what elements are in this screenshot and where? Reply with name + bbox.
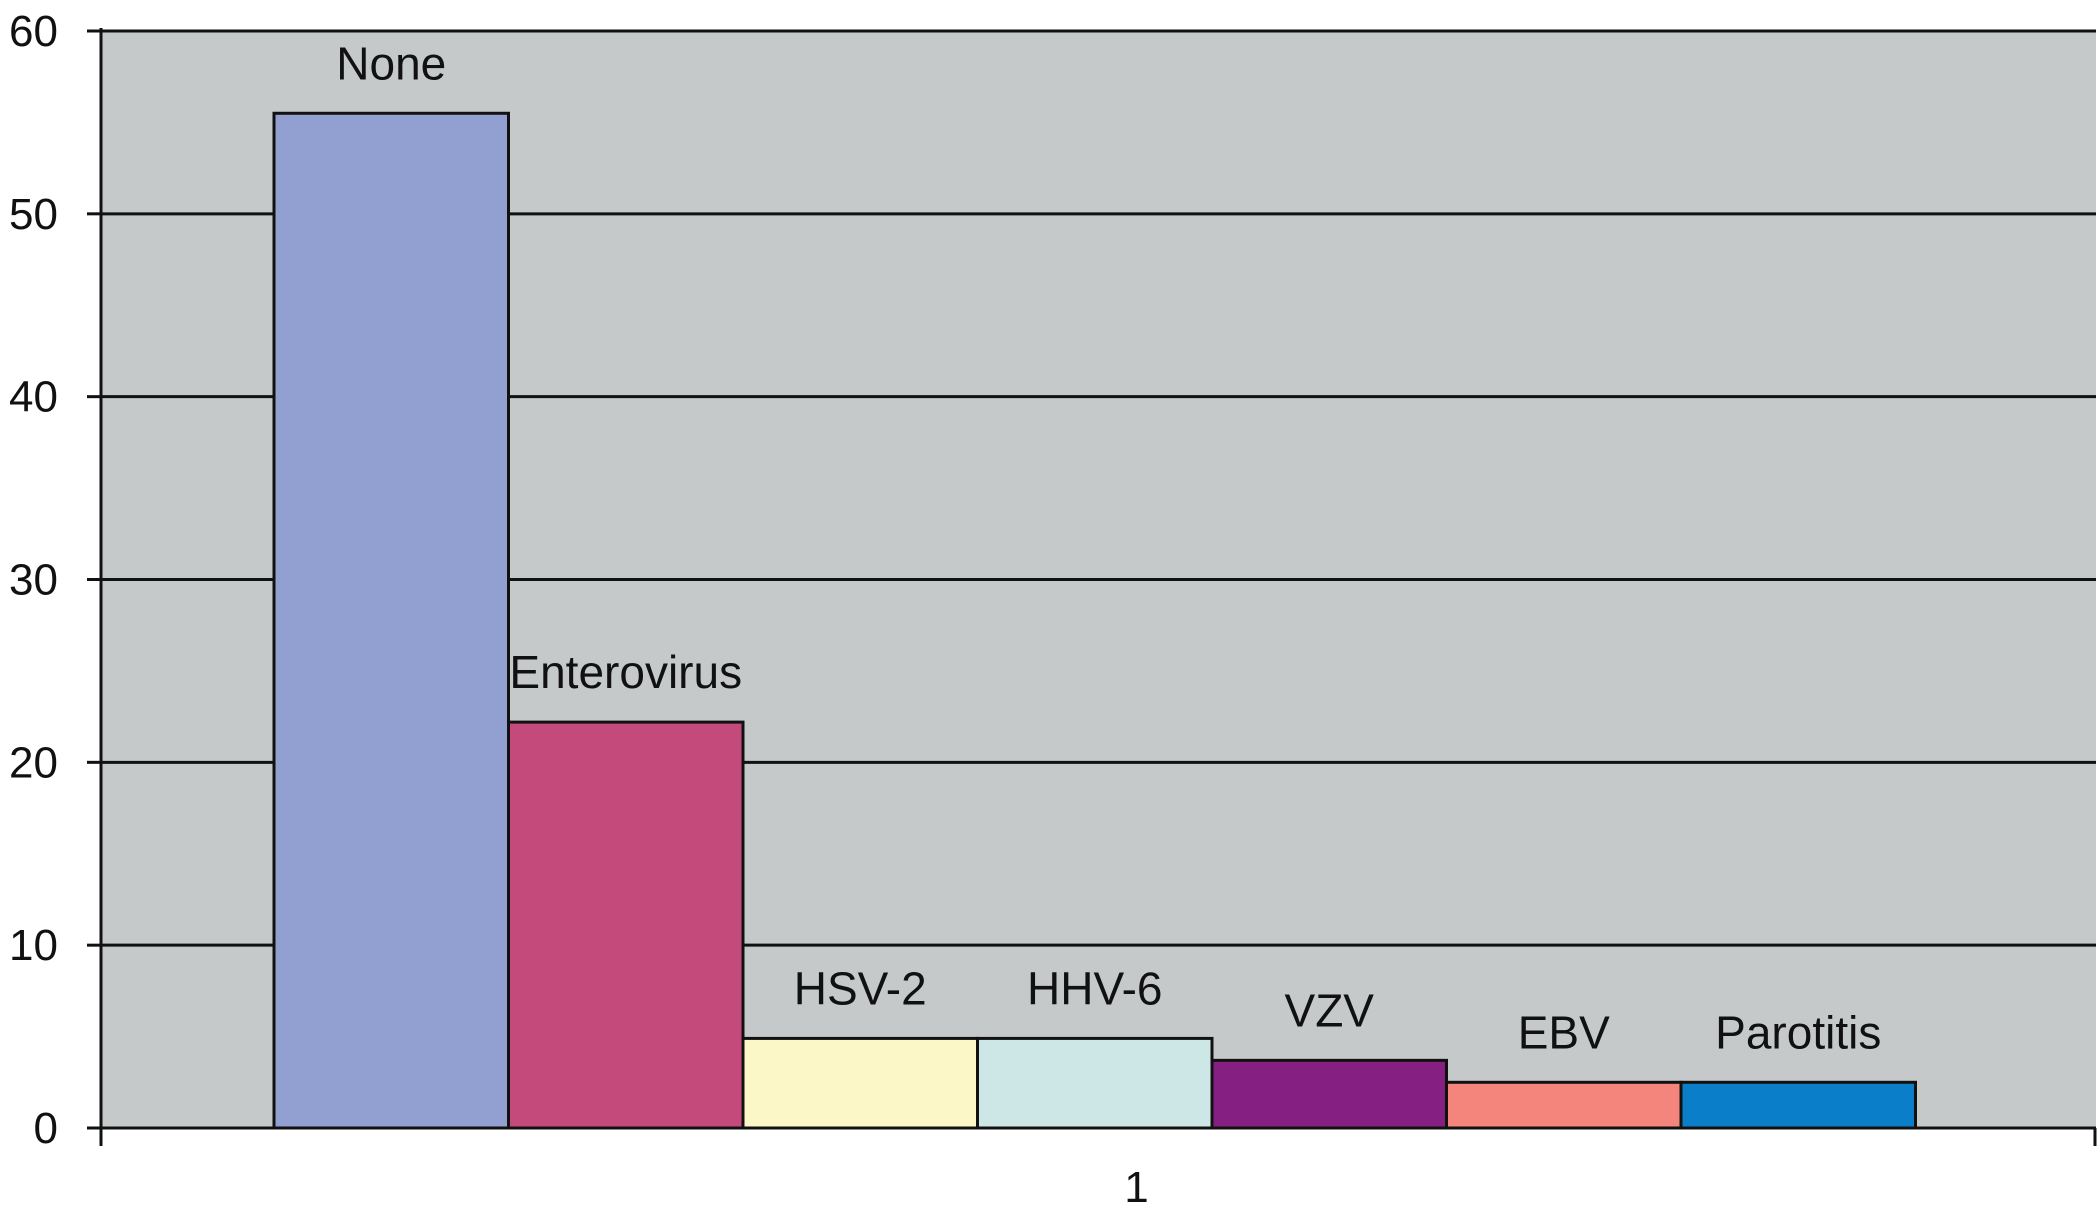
- axes: [87, 28, 2097, 1146]
- bar-parotitis: [1679, 1080, 1917, 1130]
- data-label-ebv: EBV: [1518, 1006, 1610, 1058]
- bar-enterovirus: [507, 720, 745, 1130]
- y-tick-label: 30: [9, 556, 58, 605]
- bar-none: [272, 111, 510, 1130]
- x-tick-labels: 1: [1124, 1163, 1148, 1212]
- y-tick-label: 50: [9, 190, 58, 239]
- y-tick-label: 20: [9, 738, 58, 787]
- y-tick-label: 0: [34, 1104, 58, 1153]
- y-tick-labels: 0 10 20 30 40 50 60: [9, 7, 58, 1153]
- data-label-parotitis: Parotitis: [1715, 1006, 1881, 1058]
- data-label-enterovirus: Enterovirus: [509, 646, 742, 698]
- bar-vzv: [1210, 1058, 1448, 1130]
- x-tick-label: 1: [1124, 1163, 1148, 1212]
- bar-hsv-2: [741, 1036, 979, 1130]
- bar-hhv-6: [976, 1036, 1214, 1130]
- y-tick-label: 10: [9, 921, 58, 970]
- data-label-hsv-2: HSV-2: [794, 962, 927, 1014]
- y-tick-label: 60: [9, 7, 58, 56]
- bars: [272, 111, 1917, 1130]
- data-labels: None Enterovirus HSV-2 HHV-6 VZV EBV Parotitis: [336, 37, 1881, 1058]
- bar-ebv: [1445, 1080, 1683, 1130]
- y-tick-label: 40: [9, 373, 58, 422]
- data-label-hhv-6: HHV-6: [1027, 962, 1162, 1014]
- data-label-vzv: VZV: [1285, 984, 1375, 1036]
- data-label-none: None: [336, 37, 446, 89]
